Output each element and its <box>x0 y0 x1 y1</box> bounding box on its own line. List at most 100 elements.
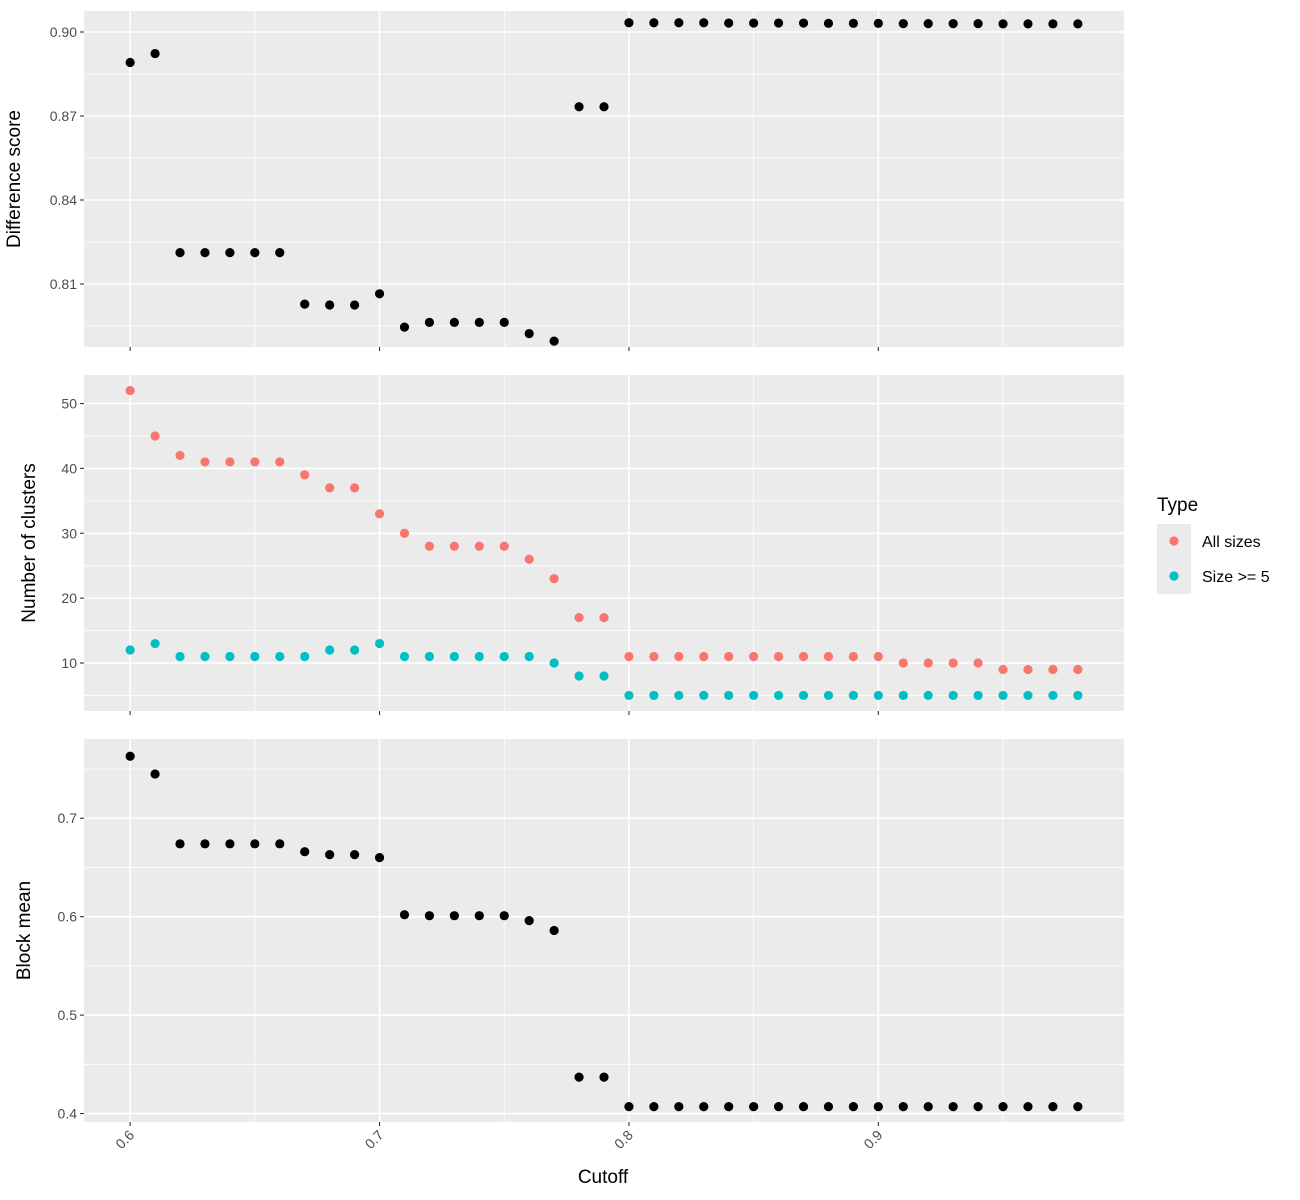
data-point <box>250 457 260 467</box>
data-point <box>1023 690 1033 701</box>
data-point <box>948 658 958 668</box>
y-tick-label: 0.84 <box>50 192 77 208</box>
data-point <box>873 651 883 662</box>
data-point <box>923 658 933 668</box>
y-tick-label: 0.7 <box>58 810 78 826</box>
panel-number-of-clusters: 10 20 30 40 50 Number of clusters <box>19 375 1124 715</box>
data-point <box>624 651 634 662</box>
data-point <box>499 651 509 662</box>
data-point <box>200 839 210 849</box>
data-point <box>948 690 958 701</box>
data-point <box>749 18 759 28</box>
data-point <box>125 385 135 396</box>
data-point <box>200 248 210 258</box>
data-point <box>399 528 410 538</box>
data-point <box>773 18 784 28</box>
data-point <box>524 916 534 926</box>
data-point <box>574 1072 584 1082</box>
data-point <box>773 1102 784 1112</box>
data-point <box>150 48 160 59</box>
data-point <box>973 19 983 29</box>
data-point <box>175 248 185 258</box>
data-point <box>898 1102 908 1112</box>
data-point <box>549 336 559 346</box>
data-point <box>225 457 235 467</box>
data-point <box>275 248 285 258</box>
data-point <box>1073 664 1083 675</box>
data-point <box>823 690 834 701</box>
data-point <box>998 19 1008 29</box>
data-point <box>649 690 659 701</box>
data-point <box>325 300 335 310</box>
data-point <box>1048 19 1058 29</box>
y-axis-title-number-of-clusters: Number of clusters <box>19 463 40 622</box>
data-point <box>674 18 684 28</box>
x-tick-label: 0.7 <box>362 1127 387 1152</box>
x-tick-label: 0.9 <box>860 1127 885 1152</box>
data-point <box>125 645 135 655</box>
data-point <box>649 651 659 662</box>
y-tick-label: 10 <box>61 655 77 671</box>
data-point <box>798 690 809 701</box>
data-point <box>923 19 933 29</box>
data-point <box>175 450 185 461</box>
data-point <box>749 690 759 701</box>
data-point <box>798 1102 809 1112</box>
y-tick-label: 0.4 <box>58 1106 78 1122</box>
y-axis-title-block-mean: Block mean <box>14 881 35 980</box>
data-point <box>399 322 410 332</box>
data-point <box>873 1102 883 1112</box>
data-point <box>524 328 534 339</box>
data-point <box>823 1102 834 1112</box>
y-tick-label: 0.81 <box>50 276 77 292</box>
data-point <box>599 612 609 623</box>
data-point <box>798 18 809 28</box>
y-tick-label: 30 <box>61 525 77 541</box>
data-point <box>699 651 709 662</box>
series-series <box>125 18 1083 346</box>
data-point <box>374 289 385 299</box>
y-tick-label: 0.5 <box>58 1007 78 1023</box>
data-point <box>524 651 534 662</box>
data-point <box>349 483 360 493</box>
data-point <box>325 850 335 860</box>
y-tick-label: 50 <box>61 396 77 412</box>
data-point <box>275 651 285 662</box>
data-point <box>275 457 285 467</box>
data-point <box>549 925 559 936</box>
data-point <box>349 645 360 655</box>
data-point <box>699 690 709 701</box>
data-point <box>125 751 135 761</box>
data-point <box>973 658 983 668</box>
data-point <box>150 431 160 441</box>
data-point <box>399 651 410 662</box>
data-point <box>898 690 908 701</box>
data-point <box>1048 664 1058 675</box>
data-point <box>923 1102 933 1112</box>
data-point <box>823 18 834 28</box>
panel-background <box>84 11 1124 347</box>
data-point <box>250 248 260 258</box>
y-tick-label: 20 <box>61 590 77 606</box>
data-point <box>923 690 933 701</box>
panel-background <box>84 739 1124 1122</box>
data-point <box>225 248 235 258</box>
data-point <box>773 690 784 701</box>
y-tick-label: 0.6 <box>58 909 78 925</box>
y-axis-title-difference-score: Difference score <box>4 110 25 248</box>
data-point <box>125 57 135 68</box>
data-point <box>175 651 185 662</box>
data-point <box>549 574 559 584</box>
data-point <box>250 651 260 662</box>
data-point <box>449 651 459 662</box>
data-point <box>699 1102 709 1112</box>
data-point <box>424 651 435 662</box>
data-point <box>674 651 684 662</box>
data-point <box>399 910 410 920</box>
x-tick-label: 0.6 <box>112 1127 137 1152</box>
data-point <box>424 317 435 327</box>
data-point <box>624 18 634 28</box>
data-point <box>549 658 559 668</box>
data-point <box>599 671 609 681</box>
